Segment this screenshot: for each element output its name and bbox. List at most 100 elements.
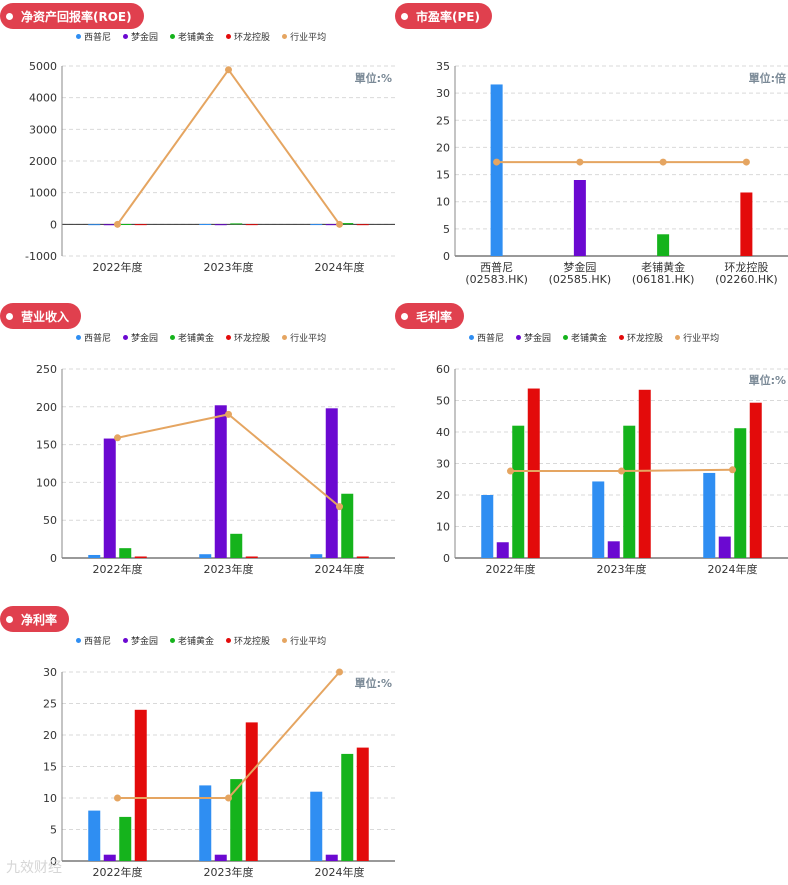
average-point xyxy=(114,434,121,442)
legend-label: 行业平均 xyxy=(290,33,327,43)
bar xyxy=(325,224,338,226)
legend-label: 行业平均 xyxy=(683,334,720,344)
y-tick-label: 40 xyxy=(436,426,450,439)
chart-title: 毛利率 xyxy=(416,309,453,324)
average-point xyxy=(114,220,121,228)
chart-title-pill: 市盈率(PE) xyxy=(395,3,492,29)
bar xyxy=(230,533,243,558)
legend-item[interactable]: 行业平均 xyxy=(282,30,326,43)
chart-legend[interactable]: 西普尼 梦金园 老铺黄金 环龙控股 行业平均 xyxy=(469,331,719,344)
average-point xyxy=(618,467,625,475)
legend-item[interactable]: 环龙控股 xyxy=(226,634,270,647)
chart-legend[interactable]: 西普尼 梦金园 老铺黄金 环龙控股 行业平均 xyxy=(76,634,326,647)
average-line xyxy=(117,413,341,508)
legend-item[interactable]: 环龙控股 xyxy=(226,30,270,43)
legend-swatch-icon xyxy=(170,34,176,39)
legend-swatch-icon xyxy=(226,335,232,340)
bar xyxy=(718,536,731,558)
legend-item[interactable]: 梦金园 xyxy=(123,331,158,344)
legend-label: 梦金园 xyxy=(524,334,552,344)
y-tick-label: 1000 xyxy=(29,187,57,200)
average-point xyxy=(336,668,343,676)
x-tick-label: 2023年度 xyxy=(204,260,254,274)
legend-item[interactable]: 老铺黄金 xyxy=(170,331,214,344)
unit-label: 單位:% xyxy=(749,373,786,387)
legend-item[interactable]: 梦金园 xyxy=(123,30,158,43)
average-point xyxy=(225,410,232,418)
legend-item[interactable]: 环龙控股 xyxy=(226,331,270,344)
bar xyxy=(592,481,605,558)
bar xyxy=(341,493,354,558)
bar xyxy=(103,438,116,558)
legend-swatch-icon xyxy=(675,335,681,340)
legend-swatch-icon xyxy=(123,335,129,340)
x-tick-label: 2024年度 xyxy=(708,562,758,576)
legend-label: 西普尼 xyxy=(84,334,112,344)
y-tick-label: 30 xyxy=(436,458,450,471)
chart-panel-revenue: 营业收入 西普尼 梦金园 老铺黄金 环龙控股 行业平均 0 50 100 150 200 250 2… xyxy=(0,302,395,592)
bar xyxy=(214,224,227,226)
title-dot-icon xyxy=(6,615,13,623)
y-tick-label: 250 xyxy=(36,363,57,376)
legend-label: 老铺黄金 xyxy=(178,334,215,344)
y-tick-label: 25 xyxy=(43,698,57,711)
bar xyxy=(134,556,147,558)
y-tick-label: 35 xyxy=(436,60,450,73)
chart-legend[interactable]: 西普尼 梦金园 老铺黄金 环龙控股 行业平均 xyxy=(76,30,326,43)
legend-item[interactable]: 西普尼 xyxy=(76,634,111,647)
legend-item[interactable]: 西普尼 xyxy=(76,331,111,344)
y-tick-label: 4000 xyxy=(29,92,57,105)
legend-item[interactable]: 老铺黄金 xyxy=(563,331,607,344)
x-tick-label: 2023年度 xyxy=(204,865,254,879)
chart-title-pill: 净资产回报率(ROE) xyxy=(0,3,144,29)
average-line xyxy=(116,68,341,225)
legend-swatch-icon xyxy=(76,638,81,643)
average-point xyxy=(659,158,667,166)
bar xyxy=(310,791,323,861)
bar xyxy=(214,405,227,558)
chart-net: 0 5 10 15 20 25 30 單位:% 2022年度 2023年度 2024年度 xyxy=(43,666,395,879)
bar xyxy=(245,722,258,861)
legend-label: 老铺黄金 xyxy=(571,334,608,344)
x-tick-label: 2022年度 xyxy=(486,562,536,576)
chart-title-pill: 毛利率 xyxy=(395,303,465,329)
legend-item[interactable]: 行业平均 xyxy=(282,634,326,647)
y-tick-label: 0 xyxy=(443,552,450,565)
chart-title-pill: 净利率 xyxy=(0,606,70,632)
legend-item[interactable]: 环龙控股 xyxy=(619,331,663,344)
x-tick-label: 2022年度 xyxy=(93,865,143,879)
legend-item[interactable]: 老铺黄金 xyxy=(170,634,214,647)
x-tick-label: 老铺黄金(06181.HK) xyxy=(632,260,695,286)
legend-item[interactable]: 老铺黄金 xyxy=(170,30,214,43)
bar xyxy=(512,425,525,558)
title-dot-icon xyxy=(401,12,408,20)
legend-label: 行业平均 xyxy=(290,334,327,344)
y-tick-label: 0 xyxy=(50,855,57,868)
legend-item[interactable]: 西普尼 xyxy=(76,30,111,43)
y-tick-label: 25 xyxy=(436,114,450,127)
chart-title: 营业收入 xyxy=(21,309,70,324)
y-tick-label: 10 xyxy=(436,521,450,534)
legend-item[interactable]: 梦金园 xyxy=(516,331,551,344)
bar xyxy=(356,556,369,558)
chart-title: 净资产回报率(ROE) xyxy=(21,9,132,24)
chart-legend[interactable]: 西普尼 梦金园 老铺黄金 环龙控股 行业平均 xyxy=(76,331,326,344)
legend-item[interactable]: 行业平均 xyxy=(282,331,326,344)
legend-item[interactable]: 西普尼 xyxy=(469,331,504,344)
x-tick-label: 环龙控股(02260.HK) xyxy=(715,260,778,286)
bar xyxy=(527,388,540,558)
bar xyxy=(199,554,212,558)
legend-label: 西普尼 xyxy=(84,33,112,43)
y-tick-label: 10 xyxy=(436,196,450,209)
title-dot-icon xyxy=(6,312,13,320)
legend-label: 西普尼 xyxy=(84,637,112,647)
legend-swatch-icon xyxy=(282,638,288,643)
bar xyxy=(199,224,212,226)
average-point xyxy=(336,220,343,228)
legend-item[interactable]: 行业平均 xyxy=(675,331,719,344)
bar xyxy=(734,428,747,558)
bar xyxy=(657,234,670,256)
bar xyxy=(325,854,338,861)
legend-item[interactable]: 梦金园 xyxy=(123,634,158,647)
legend-swatch-icon xyxy=(282,335,288,340)
